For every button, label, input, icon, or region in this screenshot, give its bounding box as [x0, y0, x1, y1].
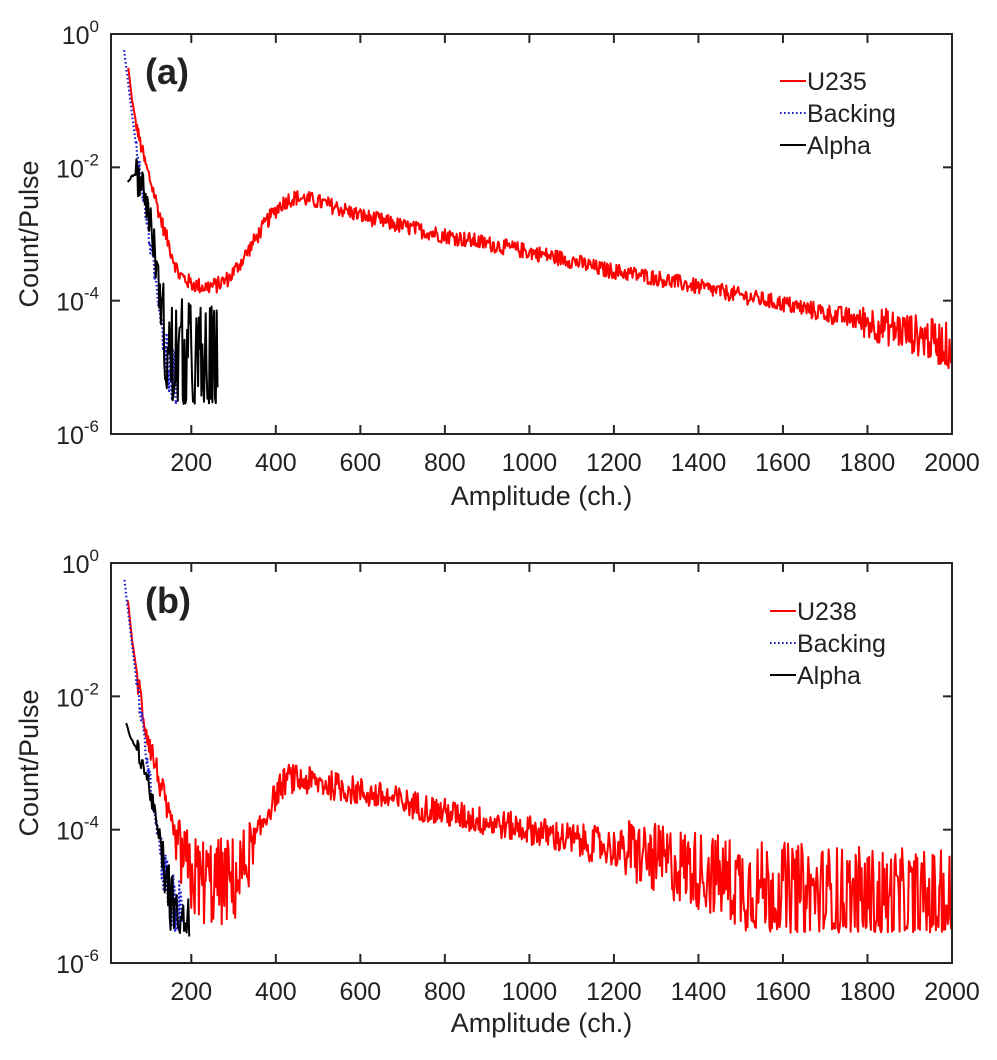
- series-group: [123, 579, 952, 937]
- x-tick-label: 400: [255, 449, 297, 477]
- y-tick-label: 10-4: [56, 813, 99, 846]
- legend: U238 Backing Alpha: [770, 598, 886, 690]
- x-tick-label: 600: [339, 449, 381, 477]
- x-tick-label: 1000: [502, 978, 558, 1006]
- y-tick-label: 10-4: [56, 284, 99, 317]
- y-tick-label: 10-2: [56, 150, 99, 183]
- x-tick-label: 1800: [840, 978, 896, 1006]
- x-tick-label: 200: [170, 449, 212, 477]
- y-tick-exponent: -4: [84, 813, 99, 832]
- y-tick-exponent: 0: [90, 17, 99, 36]
- series-line-u235: [127, 67, 952, 370]
- y-tick-base: 10: [56, 684, 84, 712]
- x-tick-label: 1400: [671, 978, 727, 1006]
- x-tick-label: 1200: [586, 449, 642, 477]
- x-tick-label: 1600: [755, 978, 811, 1006]
- y-tick-exponent: -4: [84, 284, 99, 303]
- x-tick-label: 1600: [755, 449, 811, 477]
- x-tick-label: 2000: [924, 449, 980, 477]
- y-axis-title: Count/Pulse: [14, 689, 44, 836]
- panel-a: 200 400 600 800 1000 1200 1400 1600 1800 200010-6…: [14, 17, 980, 511]
- x-axis-title: Amplitude (ch.): [451, 481, 633, 511]
- series-line-alpha: [125, 722, 191, 937]
- y-tick-label: 10-6: [56, 417, 99, 450]
- x-tick-label: 1000: [502, 449, 558, 477]
- series-line-u238: [126, 600, 952, 934]
- y-tick-base: 10: [56, 422, 84, 450]
- legend-label: Backing: [807, 100, 896, 128]
- legend-label: Alpha: [807, 132, 871, 160]
- series-group: [123, 49, 952, 406]
- y-tick-label: 10-6: [56, 946, 99, 979]
- y-tick-label: 100: [62, 546, 99, 579]
- series-line-backing: [123, 49, 178, 406]
- x-tick-label: 200: [170, 978, 212, 1006]
- y-tick-base: 10: [56, 289, 84, 317]
- x-tick-label: 800: [424, 978, 466, 1006]
- x-tick-label: 1400: [671, 449, 727, 477]
- legend-label: Backing: [797, 630, 886, 658]
- panel-b: 200 400 600 800 1000 1200 1400 1600 1800 200010-6…: [14, 546, 980, 1038]
- x-tick-label: 600: [339, 978, 381, 1006]
- panel-label: (a): [145, 51, 189, 92]
- y-axis-title: Count/Pulse: [14, 160, 44, 307]
- y-tick-exponent: 0: [90, 546, 99, 565]
- legend-label: U235: [807, 68, 867, 96]
- axes-box: [110, 33, 953, 435]
- y-tick-base: 10: [56, 155, 84, 183]
- y-tick-exponent: -2: [84, 679, 99, 698]
- y-tick-base: 10: [56, 951, 84, 979]
- x-tick-label: 1800: [840, 449, 896, 477]
- y-tick-label: 10-2: [56, 679, 99, 712]
- x-tick-label: 1200: [586, 978, 642, 1006]
- legend-label: Alpha: [797, 662, 861, 690]
- x-tick-label: 400: [255, 978, 297, 1006]
- legend-label: U238: [797, 598, 857, 626]
- y-tick-label: 100: [62, 17, 99, 50]
- y-tick-base: 10: [56, 818, 84, 846]
- x-tick-label: 800: [424, 449, 466, 477]
- y-tick-base: 10: [62, 551, 90, 579]
- axes-box: [110, 562, 953, 964]
- panel-label: (b): [145, 580, 191, 621]
- x-axis-title: Amplitude (ch.): [451, 1008, 633, 1038]
- legend: U235 Backing Alpha: [780, 68, 896, 160]
- y-tick-base: 10: [62, 22, 90, 50]
- x-tick-label: 2000: [924, 978, 980, 1006]
- y-tick-exponent: -6: [84, 946, 99, 965]
- series-line-alpha: [127, 158, 219, 405]
- y-tick-exponent: -2: [84, 150, 99, 169]
- y-tick-exponent: -6: [84, 417, 99, 436]
